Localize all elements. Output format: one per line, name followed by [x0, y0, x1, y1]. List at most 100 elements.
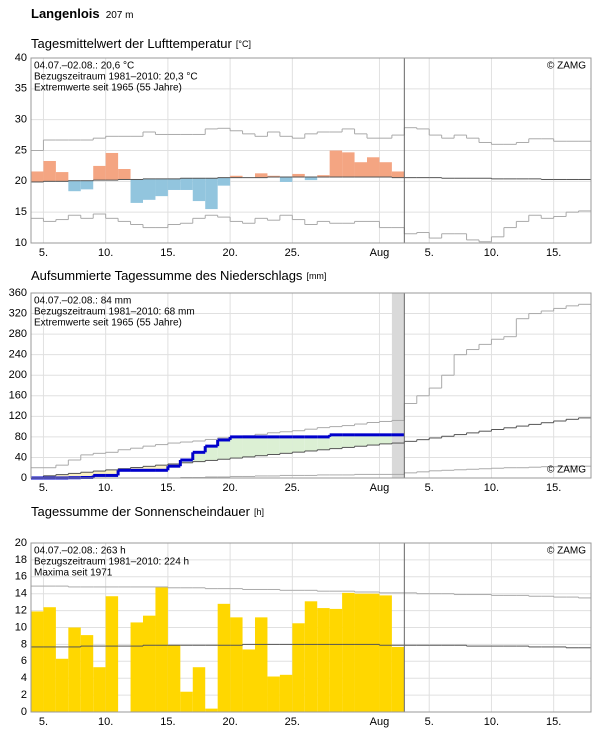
difference-area — [292, 436, 305, 453]
annotation: 04.07.–02.08.: 20,6 °C — [34, 61, 134, 72]
bar — [317, 608, 330, 712]
y-tick-label: 120 — [9, 410, 27, 422]
bar — [55, 172, 69, 182]
copyright: © ZAMG — [547, 61, 586, 72]
annotation: Bezugszeitraum 1981–2010: 20,3 °C — [34, 72, 198, 83]
difference-area — [217, 439, 231, 460]
bar — [205, 708, 218, 712]
x-tick-label: 15. — [546, 247, 561, 259]
y-tick-label: 360 — [9, 287, 27, 299]
difference-area — [143, 466, 156, 471]
bar — [143, 615, 156, 712]
x-tick-label: 15. — [160, 247, 175, 259]
chart-title: Tagesmittelwert der Lufttemperatur [°C] — [31, 36, 251, 51]
copyright: © ZAMG — [547, 465, 586, 476]
y-tick-label: 80 — [15, 431, 27, 443]
bar — [342, 152, 355, 178]
bar — [105, 152, 119, 181]
bar — [55, 658, 69, 712]
y-tick-label: 10 — [15, 237, 27, 249]
y-tick-label: 0 — [21, 706, 27, 718]
title-text: Aufsummierte Tagessumme des Niederschlag… — [31, 268, 303, 283]
plot-border — [30, 292, 592, 479]
bar — [391, 646, 405, 712]
x-tick-label: 15. — [546, 716, 561, 728]
difference-area — [192, 452, 206, 462]
bar — [167, 645, 181, 712]
difference-area — [55, 474, 69, 478]
bar — [279, 177, 293, 182]
title-unit: [°C] — [236, 39, 251, 49]
bar — [167, 178, 181, 190]
station: Langenlois — [31, 6, 100, 21]
bar — [267, 175, 280, 178]
bar — [155, 586, 168, 712]
annotation: Extremwerte seit 1965 (55 Jahre) — [34, 318, 182, 329]
bar — [267, 676, 280, 712]
bar — [317, 175, 330, 178]
bar — [180, 691, 193, 712]
difference-area — [155, 465, 168, 471]
y-tick-label: 25 — [15, 144, 27, 156]
bar — [205, 178, 218, 210]
difference-area — [242, 436, 255, 457]
x-tick-label: 5. — [425, 482, 434, 494]
x-tick-label: Aug — [370, 482, 390, 494]
bar — [68, 180, 81, 192]
y-tick-label: 14 — [15, 588, 27, 600]
annotation: 04.07.–02.08.: 84 mm — [34, 296, 131, 307]
y-tick-label: 200 — [9, 369, 27, 381]
annotation: 04.07.–02.08.: 263 h — [34, 546, 126, 557]
y-tick-label: 8 — [21, 638, 27, 650]
x-tick-label: 5. — [39, 247, 48, 259]
y-tick-label: 12 — [15, 605, 27, 617]
y-tick-label: 6 — [21, 655, 27, 667]
y-tick-label: 40 — [15, 451, 27, 463]
annotation: Bezugszeitraum 1981–2010: 68 mm — [34, 307, 195, 318]
difference-area — [367, 434, 380, 446]
bar — [68, 627, 81, 712]
y-tick-label: 15 — [15, 206, 27, 218]
x-tick-label: 15. — [160, 716, 175, 728]
y-tick-label: 35 — [15, 83, 27, 95]
difference-area — [379, 434, 392, 444]
chart-title: Aufsummierte Tagessumme des Niederschlag… — [31, 268, 326, 283]
y-tick-label: 240 — [9, 349, 27, 361]
difference-area — [80, 472, 94, 478]
bar — [304, 177, 318, 181]
x-tick-label: 10. — [98, 716, 113, 728]
bar — [192, 178, 206, 202]
bar — [230, 617, 243, 712]
y-tick-label: 18 — [15, 554, 27, 566]
bar — [192, 667, 206, 712]
x-tick-label: 25. — [285, 247, 300, 259]
difference-area — [68, 473, 81, 478]
x-tick-label: 15. — [160, 482, 175, 494]
difference-area — [93, 471, 106, 476]
difference-area — [230, 436, 243, 459]
bar — [118, 169, 131, 180]
x-tick-label: 20. — [222, 247, 237, 259]
bar — [367, 593, 380, 712]
y-tick-label: 40 — [15, 52, 27, 64]
bar — [292, 623, 305, 712]
bar — [105, 596, 119, 712]
bar — [130, 622, 143, 712]
difference-area — [205, 446, 218, 461]
y-tick-label: 160 — [9, 390, 27, 402]
title-text: Tagessumme der Sonnenscheindauer — [31, 504, 251, 519]
bar — [292, 173, 305, 178]
difference-area — [317, 436, 330, 450]
bar — [217, 603, 231, 712]
bar — [43, 607, 56, 712]
x-tick-label: 5. — [39, 716, 48, 728]
bar — [379, 595, 392, 712]
annotation: Bezugszeitraum 1981–2010: 224 h — [34, 557, 189, 568]
bar — [130, 179, 143, 203]
x-tick-label: 15. — [546, 482, 561, 494]
x-tick-label: 20. — [222, 482, 237, 494]
bar — [80, 180, 94, 190]
bar — [367, 157, 380, 178]
y-tick-label: 4 — [21, 672, 27, 684]
y-tick-label: 20 — [15, 537, 27, 549]
